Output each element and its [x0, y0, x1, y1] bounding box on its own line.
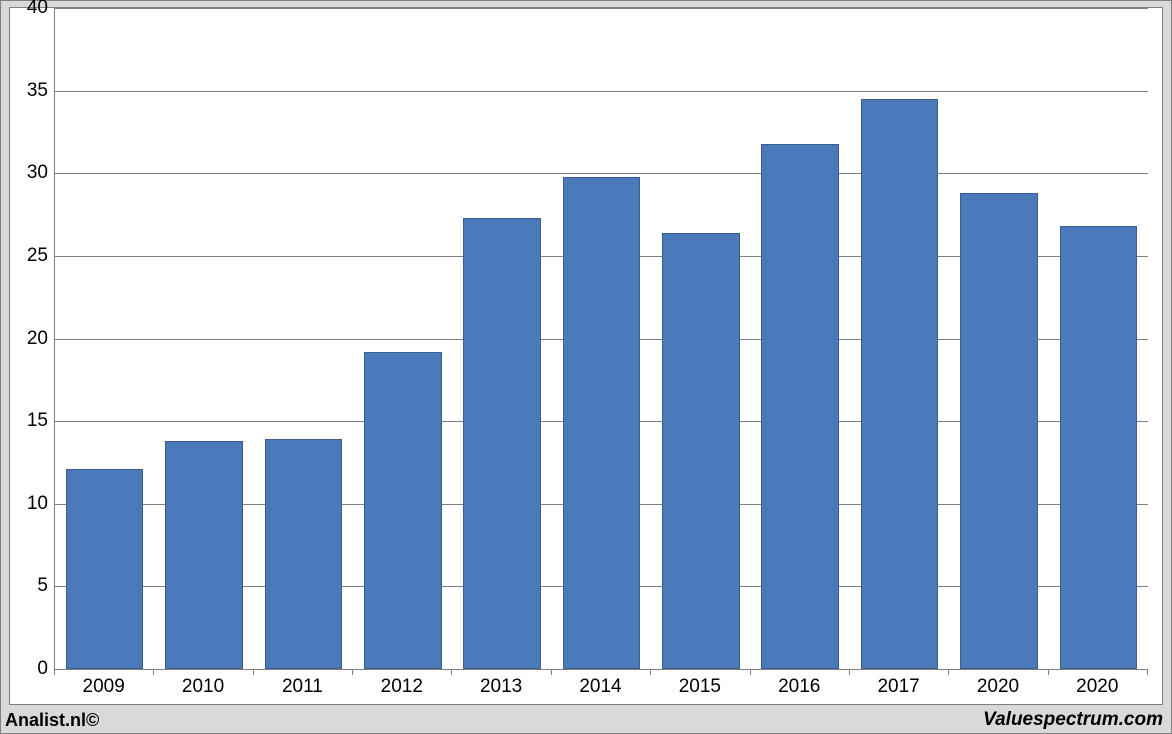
x-tick: [650, 670, 651, 675]
x-tick: [153, 670, 154, 675]
x-tick: [750, 670, 751, 675]
x-tick-label: 2020: [977, 676, 1019, 698]
y-tick-label: 35: [27, 80, 48, 102]
x-tick-label: 2015: [679, 676, 721, 698]
y-tick-label: 10: [27, 493, 48, 515]
x-axis: 2009 2010 2011 2012 2013 2014 2015 2016 2017 2020…: [54, 670, 1148, 704]
x-tick-label: 2016: [778, 676, 820, 698]
bar: [960, 193, 1038, 669]
y-tick-label: 40: [27, 0, 48, 19]
x-tick-label: 2009: [83, 676, 125, 698]
x-tick: [551, 670, 552, 675]
footer-copyright-right: Valuespectrum.com: [983, 709, 1163, 731]
x-tick: [451, 670, 452, 675]
x-tick-label: 2010: [182, 676, 224, 698]
chart-container: 0 5 10 15 20 25 30 35 40 2009 2010 2011 2012 2013 201…: [0, 0, 1172, 734]
x-tick-label: 2017: [877, 676, 919, 698]
x-tick: [54, 670, 55, 675]
plot: [54, 8, 1148, 670]
bar: [265, 439, 343, 669]
y-tick-label: 20: [27, 328, 48, 350]
y-tick-label: 30: [27, 162, 48, 184]
bar: [761, 144, 839, 669]
footer-copyright-left: Analist.nl©: [5, 710, 99, 731]
x-tick: [253, 670, 254, 675]
gridline: [55, 91, 1148, 92]
x-tick: [1048, 670, 1049, 675]
y-tick-label: 25: [27, 245, 48, 267]
x-tick-label: 2013: [480, 676, 522, 698]
x-tick-label: 2011: [282, 676, 323, 698]
x-tick-label: 2012: [381, 676, 423, 698]
chart-column: 2009 2010 2011 2012 2013 2014 2015 2016 2017 2020…: [54, 8, 1162, 704]
x-tick: [1147, 670, 1148, 675]
bar: [1060, 226, 1138, 669]
bar: [563, 177, 641, 669]
bar: [364, 352, 442, 669]
x-tick: [948, 670, 949, 675]
gridline: [55, 173, 1148, 174]
y-axis: 0510152025303540: [10, 8, 54, 704]
x-tick: [352, 670, 353, 675]
y-tick-label: 5: [37, 575, 48, 597]
x-tick-label: 2020: [1076, 676, 1118, 698]
bar: [662, 233, 740, 669]
x-tick: [849, 670, 850, 675]
x-tick-label: 2014: [579, 676, 621, 698]
y-tick-label: 15: [27, 410, 48, 432]
y-tick-label: 0: [37, 658, 48, 680]
bar: [165, 441, 243, 669]
plot-area: 0510152025303540 20092010201120122013201…: [9, 7, 1163, 705]
bar: [66, 469, 144, 669]
bar: [861, 99, 939, 669]
gridline: [55, 8, 1148, 9]
bar: [463, 218, 541, 669]
